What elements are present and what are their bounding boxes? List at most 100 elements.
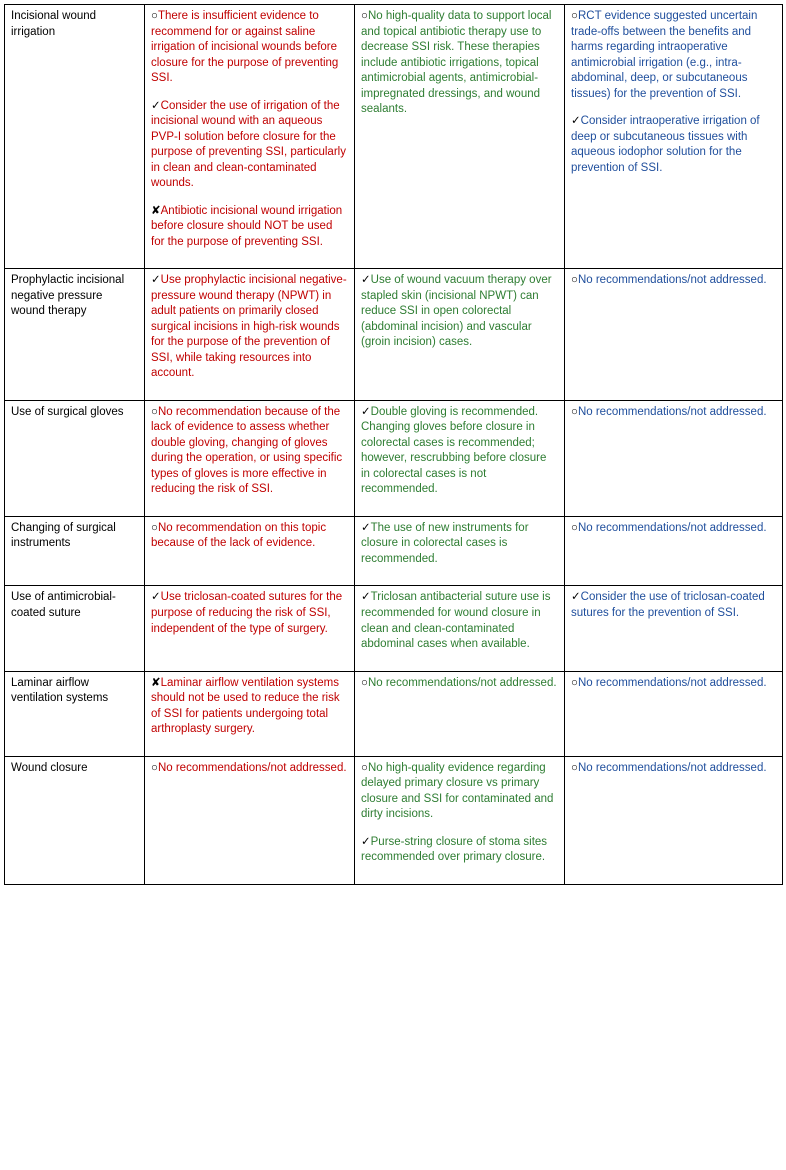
guideline-cell: ✓Consider the use of triclosan-coated su…	[565, 586, 783, 671]
guideline-cell: ✓Use triclosan-coated sutures for the pu…	[145, 586, 355, 671]
recommendation-text: Consider the use of triclosan-coated sut…	[571, 591, 765, 619]
recommendation-text: RCT evidence suggested uncertain trade-o…	[571, 10, 757, 100]
topic-cell: Use of surgical gloves	[5, 400, 145, 516]
guideline-cell: ✘Laminar airflow ventilation systems sho…	[145, 671, 355, 756]
table-row: Use of antimicrobial-coated suture✓Use t…	[5, 586, 783, 671]
table-row: Use of surgical gloves○No recommendation…	[5, 400, 783, 516]
recommendation: ○No recommendations/not addressed.	[571, 405, 776, 421]
topic-cell: Incisional wound irrigation	[5, 5, 145, 269]
check-icon: ✓	[151, 100, 161, 112]
recommendation: ○No recommendations/not addressed.	[361, 676, 558, 692]
recommendation: ○No recommendation because of the lack o…	[151, 405, 348, 498]
guideline-cell: ○No high-quality data to support local a…	[355, 5, 565, 269]
recommendation-text: The use of new instruments for closure i…	[361, 522, 529, 565]
check-icon: ✓	[361, 591, 371, 603]
table-row: Incisional wound irrigation○There is ins…	[5, 5, 783, 269]
guideline-cell: ○No recommendations/not addressed.	[565, 671, 783, 756]
circle-icon: ○	[361, 677, 368, 689]
cross-icon: ✘	[151, 205, 161, 217]
recommendation-text: No recommendation because of the lack of…	[151, 406, 342, 496]
circle-icon: ○	[361, 10, 368, 22]
recommendation-text: There is insufficient evidence to recomm…	[151, 10, 338, 84]
recommendation-text: No recommendations/not addressed.	[578, 677, 767, 689]
recommendation-text: No recommendations/not addressed.	[368, 677, 557, 689]
recommendation: ✘Laminar airflow ventilation systems sho…	[151, 676, 348, 738]
check-icon: ✓	[571, 591, 581, 603]
recommendation: ○No high-quality data to support local a…	[361, 9, 558, 118]
recommendation: ○RCT evidence suggested uncertain trade-…	[571, 9, 776, 102]
guideline-cell: ○No recommendations/not addressed.	[565, 516, 783, 586]
guideline-cell: ✓The use of new instruments for closure …	[355, 516, 565, 586]
recommendation: ✓Use triclosan-coated sutures for the pu…	[151, 590, 348, 637]
cross-icon: ✘	[151, 677, 161, 689]
recommendation-text: Double gloving is recommended. Changing …	[361, 406, 546, 496]
recommendation: ✓Use prophylactic incisional negative-pr…	[151, 273, 348, 382]
circle-icon: ○	[571, 522, 578, 534]
circle-icon: ○	[151, 522, 158, 534]
recommendation-text: No recommendations/not addressed.	[578, 522, 767, 534]
recommendation-text: Antibiotic incisional wound irrigation b…	[151, 205, 342, 248]
guideline-cell: ○No recommendations/not addressed.	[565, 269, 783, 401]
check-icon: ✓	[151, 591, 161, 603]
guideline-cell: ✓Triclosan antibacterial suture use is r…	[355, 586, 565, 671]
recommendation: ✓Consider intraoperative irrigation of d…	[571, 114, 776, 176]
recommendation-text: Use of wound vacuum therapy over stapled…	[361, 274, 552, 348]
circle-icon: ○	[151, 762, 158, 774]
recommendation-text: Use triclosan-coated sutures for the pur…	[151, 591, 342, 634]
guideline-cell: ○No recommendation because of the lack o…	[145, 400, 355, 516]
recommendation-text: No recommendation on this topic because …	[151, 522, 326, 550]
table-row: Prophylactic incisional negative pressur…	[5, 269, 783, 401]
check-icon: ✓	[571, 115, 581, 127]
recommendation: ✓Purse-string closure of stoma sites rec…	[361, 835, 558, 866]
recommendation: ○No high-quality evidence regarding dela…	[361, 761, 558, 823]
circle-icon: ○	[571, 274, 578, 286]
circle-icon: ○	[151, 10, 158, 22]
guideline-cell: ○No recommendation on this topic because…	[145, 516, 355, 586]
recommendation: ✓Use of wound vacuum therapy over staple…	[361, 273, 558, 351]
guideline-cell: ○No recommendations/not addressed.	[355, 671, 565, 756]
check-icon: ✓	[361, 274, 371, 286]
guideline-cell: ✓Double gloving is recommended. Changing…	[355, 400, 565, 516]
recommendation: ✓Double gloving is recommended. Changing…	[361, 405, 558, 498]
guideline-cell: ○No recommendations/not addressed.	[565, 756, 783, 884]
check-icon: ✓	[361, 522, 371, 534]
recommendation: ○No recommendation on this topic because…	[151, 521, 348, 552]
topic-cell: Changing of surgical instruments	[5, 516, 145, 586]
circle-icon: ○	[361, 762, 368, 774]
recommendation-text: Use prophylactic incisional negative-pre…	[151, 274, 347, 379]
topic-cell: Prophylactic incisional negative pressur…	[5, 269, 145, 401]
recommendation: ○No recommendations/not addressed.	[571, 676, 776, 692]
topic-cell: Laminar airflow ventilation systems	[5, 671, 145, 756]
recommendation: ○No recommendations/not addressed.	[151, 761, 348, 777]
recommendation-text: Triclosan antibacterial suture use is re…	[361, 591, 550, 650]
recommendation: ○No recommendations/not addressed.	[571, 761, 776, 777]
recommendation-text: Purse-string closure of stoma sites reco…	[361, 836, 547, 864]
circle-icon: ○	[571, 10, 578, 22]
recommendation: ✓Triclosan antibacterial suture use is r…	[361, 590, 558, 652]
recommendation-text: Consider the use of irrigation of the in…	[151, 100, 346, 190]
recommendation-text: No recommendations/not addressed.	[578, 762, 767, 774]
recommendation-text: No high-quality data to support local an…	[361, 10, 551, 115]
guideline-cell: ○No recommendations/not addressed.	[565, 400, 783, 516]
topic-cell: Wound closure	[5, 756, 145, 884]
guideline-cell: ✓Use prophylactic incisional negative-pr…	[145, 269, 355, 401]
recommendation: ✓The use of new instruments for closure …	[361, 521, 558, 568]
guideline-cell: ✓Use of wound vacuum therapy over staple…	[355, 269, 565, 401]
recommendation: ✓Consider the use of triclosan-coated su…	[571, 590, 776, 621]
check-icon: ✓	[361, 836, 371, 848]
circle-icon: ○	[571, 677, 578, 689]
recommendation: ✓Consider the use of irrigation of the i…	[151, 99, 348, 192]
topic-cell: Use of antimicrobial-coated suture	[5, 586, 145, 671]
recommendation: ○There is insufficient evidence to recom…	[151, 9, 348, 87]
guideline-cell: ○There is insufficient evidence to recom…	[145, 5, 355, 269]
recommendation-text: Laminar airflow ventilation systems shou…	[151, 677, 340, 736]
check-icon: ✓	[361, 406, 371, 418]
circle-icon: ○	[571, 762, 578, 774]
recommendation-text: No recommendations/not addressed.	[578, 406, 767, 418]
recommendation-text: No recommendations/not addressed.	[158, 762, 347, 774]
recommendation: ✘Antibiotic incisional wound irrigation …	[151, 204, 348, 251]
circle-icon: ○	[571, 406, 578, 418]
table-row: Wound closure○No recommendations/not add…	[5, 756, 783, 884]
table-row: Laminar airflow ventilation systems✘Lami…	[5, 671, 783, 756]
recommendation: ○No recommendations/not addressed.	[571, 521, 776, 537]
